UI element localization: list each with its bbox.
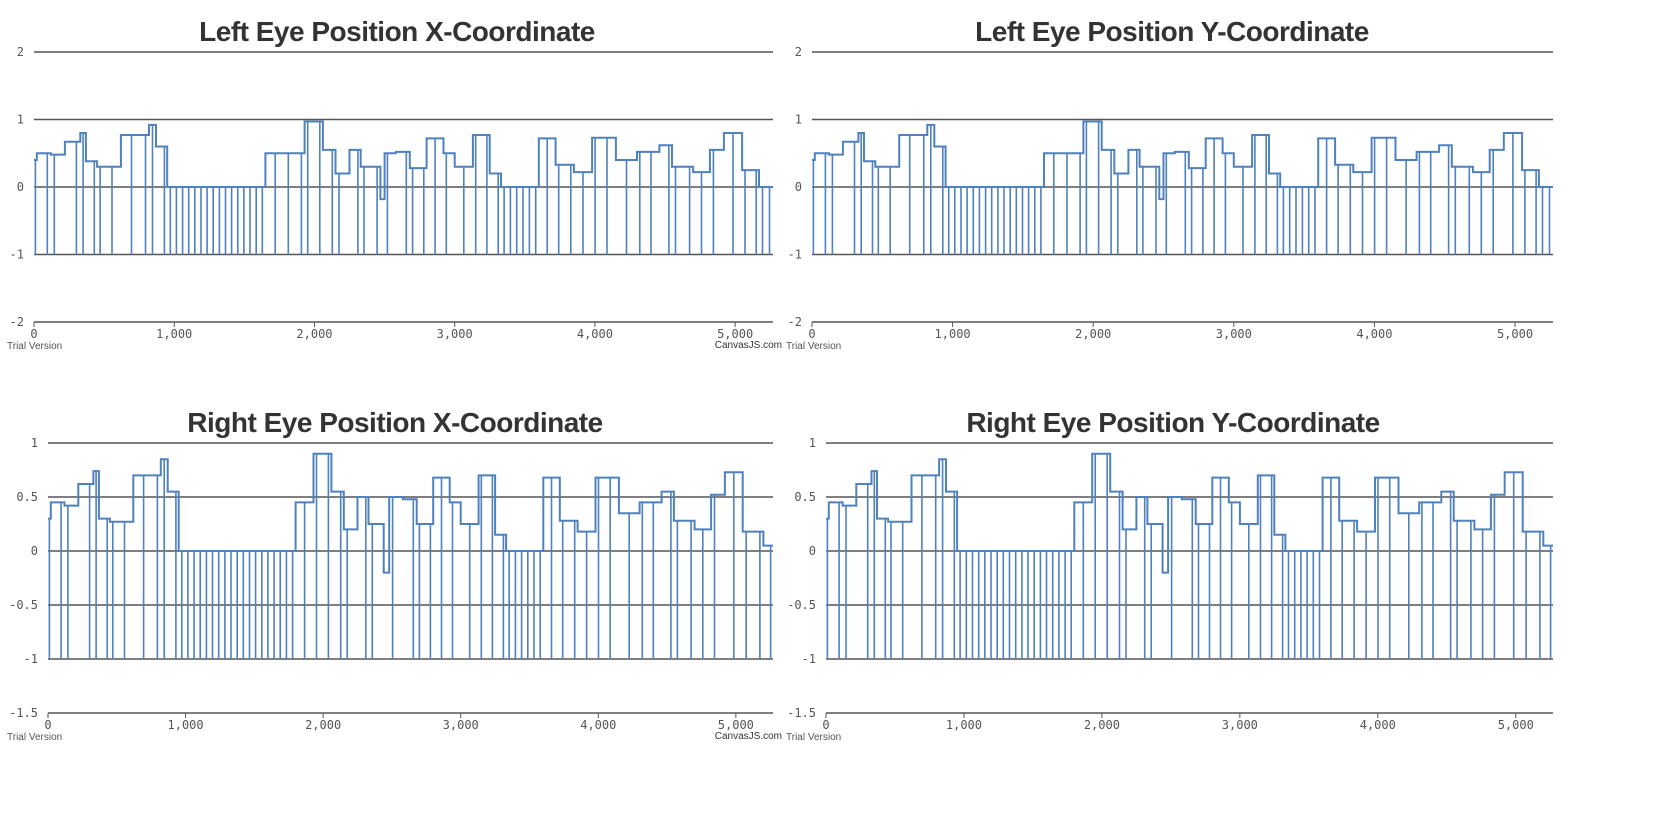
x-tick-label: 2,000 — [1084, 718, 1120, 732]
x-tick-label: 0 — [808, 327, 815, 341]
x-tick-label: 3,000 — [443, 718, 479, 732]
y-tick-label: -1.5 — [9, 706, 38, 720]
chart-title: Right Eye Position X-Coordinate — [187, 407, 602, 438]
chart-panel-left-x: Left Eye Position X-Coordinate 2 1 0 -1 -2 0 1… — [0, 0, 830, 410]
chart-right-y: Right Eye Position Y-Coordinate 1 0.5 0 -0.… — [786, 407, 1553, 743]
trial-version-watermark: Trial Version — [7, 341, 62, 352]
y-tick-label: -1.5 — [787, 706, 816, 720]
series-line — [826, 452, 1553, 574]
y-tick-label: 0 — [809, 544, 816, 558]
y-tick-label: 0 — [795, 180, 802, 194]
x-tick-label: 3,000 — [437, 327, 473, 341]
y-tick-label: -0.5 — [9, 598, 38, 612]
series-line — [48, 452, 773, 574]
y-tick-label: 2 — [795, 45, 802, 59]
x-tick-label: 5,000 — [1497, 327, 1533, 341]
y-tick-label: -2 — [10, 315, 24, 329]
y-tick-label: -2 — [788, 315, 802, 329]
y-tick-label: 1 — [795, 113, 802, 127]
y-tick-label: 0.5 — [794, 490, 816, 504]
x-tick-label: 2,000 — [305, 718, 341, 732]
x-tick-label: 4,000 — [577, 327, 613, 341]
x-tick-label: 1,000 — [168, 718, 204, 732]
y-tick-label: -1 — [802, 652, 816, 666]
y-tick-label: -1 — [788, 248, 802, 262]
y-tick-label: 1 — [809, 436, 816, 450]
y-tick-label: 0 — [17, 180, 24, 194]
chart-panel-left-y: Left Eye Position Y-Coordinate 2 1 0 -1 -2 0 1… — [780, 0, 1610, 410]
series-dropouts — [812, 121, 1551, 255]
x-tick-label: 3,000 — [1222, 718, 1258, 732]
canvasjs-credit-link[interactable]: CanvasJS.com — [715, 731, 782, 742]
trial-version-watermark: Trial Version — [786, 341, 841, 352]
x-tick-label: 2,000 — [1075, 327, 1111, 341]
y-tick-label: -1 — [24, 652, 38, 666]
y-tick-label: 0 — [31, 544, 38, 558]
x-tick-label: 0 — [822, 718, 829, 732]
y-tick-label: -1 — [10, 248, 24, 262]
chart-title: Left Eye Position Y-Coordinate — [975, 16, 1369, 47]
y-tick-label: 1 — [31, 436, 38, 450]
series-line — [34, 120, 773, 201]
x-tick-label: 5,000 — [717, 327, 753, 341]
x-tick-label: 4,000 — [1360, 718, 1396, 732]
chart-title: Right Eye Position Y-Coordinate — [966, 407, 1379, 438]
x-tick-label: 1,000 — [156, 327, 192, 341]
series-line — [812, 120, 1553, 201]
series-dropouts — [826, 453, 1552, 659]
y-tick-label: -0.5 — [787, 598, 816, 612]
chart-panel-right-x: Right Eye Position X-Coordinate 1 0.5 0 -0.… — [0, 391, 830, 801]
chart-left-y: Left Eye Position Y-Coordinate 2 1 0 -1 -2 0 1… — [786, 16, 1553, 352]
x-tick-label: 1,000 — [935, 327, 971, 341]
x-tick-label: 0 — [30, 327, 37, 341]
x-tick-label: 2,000 — [296, 327, 332, 341]
trial-version-watermark: Trial Version — [7, 732, 62, 743]
y-tick-label: 2 — [17, 45, 24, 59]
x-tick-label: 0 — [44, 718, 51, 732]
x-tick-label: 5,000 — [718, 718, 754, 732]
series-dropouts — [48, 453, 772, 659]
series-dropouts — [34, 121, 771, 255]
chart-right-x: Right Eye Position X-Coordinate 1 0.5 0 -0.… — [7, 407, 782, 743]
chart-left-x: Left Eye Position X-Coordinate 2 1 0 -1 -2 0 1… — [7, 16, 782, 352]
trial-version-watermark: Trial Version — [786, 732, 841, 743]
chart-panel-right-y: Right Eye Position Y-Coordinate 1 0.5 0 -0.… — [780, 391, 1610, 801]
y-tick-label: 0.5 — [16, 490, 38, 504]
x-tick-label: 5,000 — [1498, 718, 1534, 732]
x-tick-label: 4,000 — [1356, 327, 1392, 341]
canvasjs-credit-link[interactable]: CanvasJS.com — [715, 340, 782, 351]
x-tick-label: 3,000 — [1216, 327, 1252, 341]
x-tick-label: 1,000 — [946, 718, 982, 732]
x-tick-label: 4,000 — [580, 718, 616, 732]
y-tick-label: 1 — [17, 113, 24, 127]
chart-title: Left Eye Position X-Coordinate — [199, 16, 595, 47]
